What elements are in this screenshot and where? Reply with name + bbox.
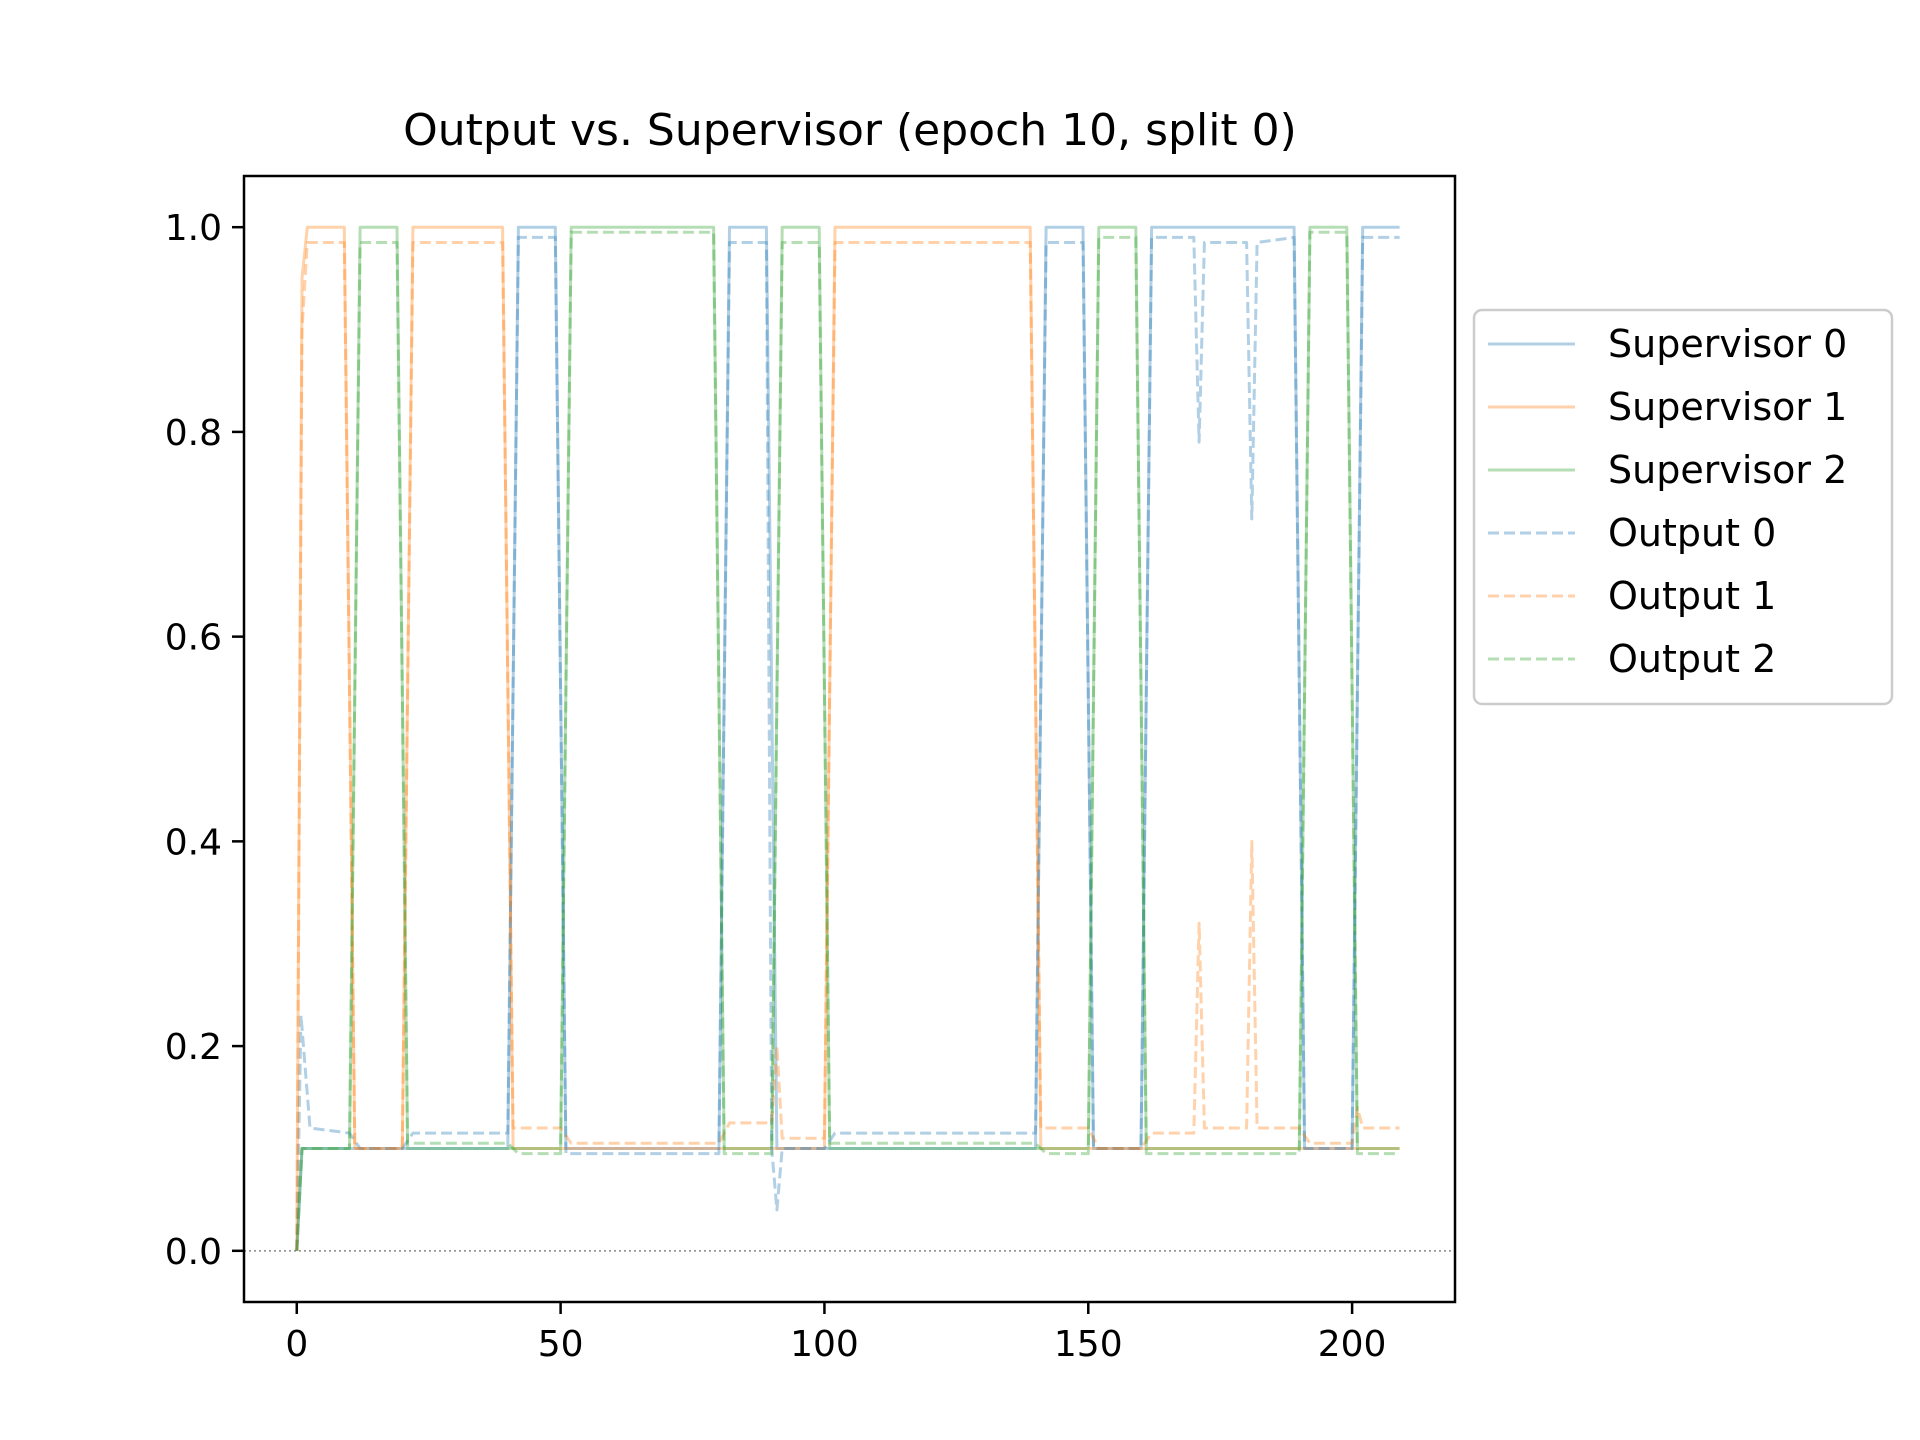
series-line-output-0: [295, 235, 1400, 1251]
y-tick-label: 0.8: [165, 413, 222, 454]
x-tick-label: 0: [285, 1324, 308, 1365]
series-line-output-2: [295, 230, 1400, 1251]
plot-area: 0 50 100 150 200 0.0 0.2 0.4 0.6 0.8 1.0: [165, 174, 1457, 1365]
x-tick-label: 100: [790, 1324, 859, 1365]
legend: Supervisor 0 Supervisor 1 Supervisor 2 Outp…: [1472, 308, 1894, 706]
legend-label: Output 0: [1608, 511, 1776, 555]
y-tick-label: 0.2: [165, 1027, 222, 1068]
legend-box: [1472, 308, 1894, 706]
series-line-supervisor-0: [295, 225, 1400, 1251]
x-tick-label: 200: [1318, 1324, 1387, 1365]
y-tick-label: 0.4: [165, 822, 222, 863]
legend-label: Supervisor 2: [1608, 448, 1847, 492]
plot-frame: [242, 174, 1457, 1304]
legend-label: Supervisor 0: [1608, 322, 1847, 366]
y-tick-label: 0.0: [165, 1232, 222, 1273]
legend-label: Output 2: [1608, 637, 1776, 681]
series-line-supervisor-1: [295, 225, 1400, 1251]
series-line-output-1: [295, 241, 1400, 1251]
y-axis: 0.0 0.2 0.4 0.6 0.8 1.0: [165, 208, 244, 1273]
x-tick-label: 50: [538, 1324, 584, 1365]
x-tick-label: 150: [1054, 1324, 1123, 1365]
series-layer: [295, 225, 1400, 1251]
legend-label: Output 1: [1608, 574, 1776, 618]
y-tick-label: 0.6: [165, 618, 222, 659]
plot-background: [244, 176, 1455, 1302]
y-tick-label: 1.0: [165, 208, 222, 249]
chart-title: Output vs. Supervisor (epoch 10, split 0…: [403, 105, 1297, 156]
x-axis: 0 50 100 150 200: [285, 1302, 1386, 1365]
series-line-supervisor-2: [295, 225, 1400, 1251]
legend-label: Supervisor 1: [1608, 385, 1847, 429]
